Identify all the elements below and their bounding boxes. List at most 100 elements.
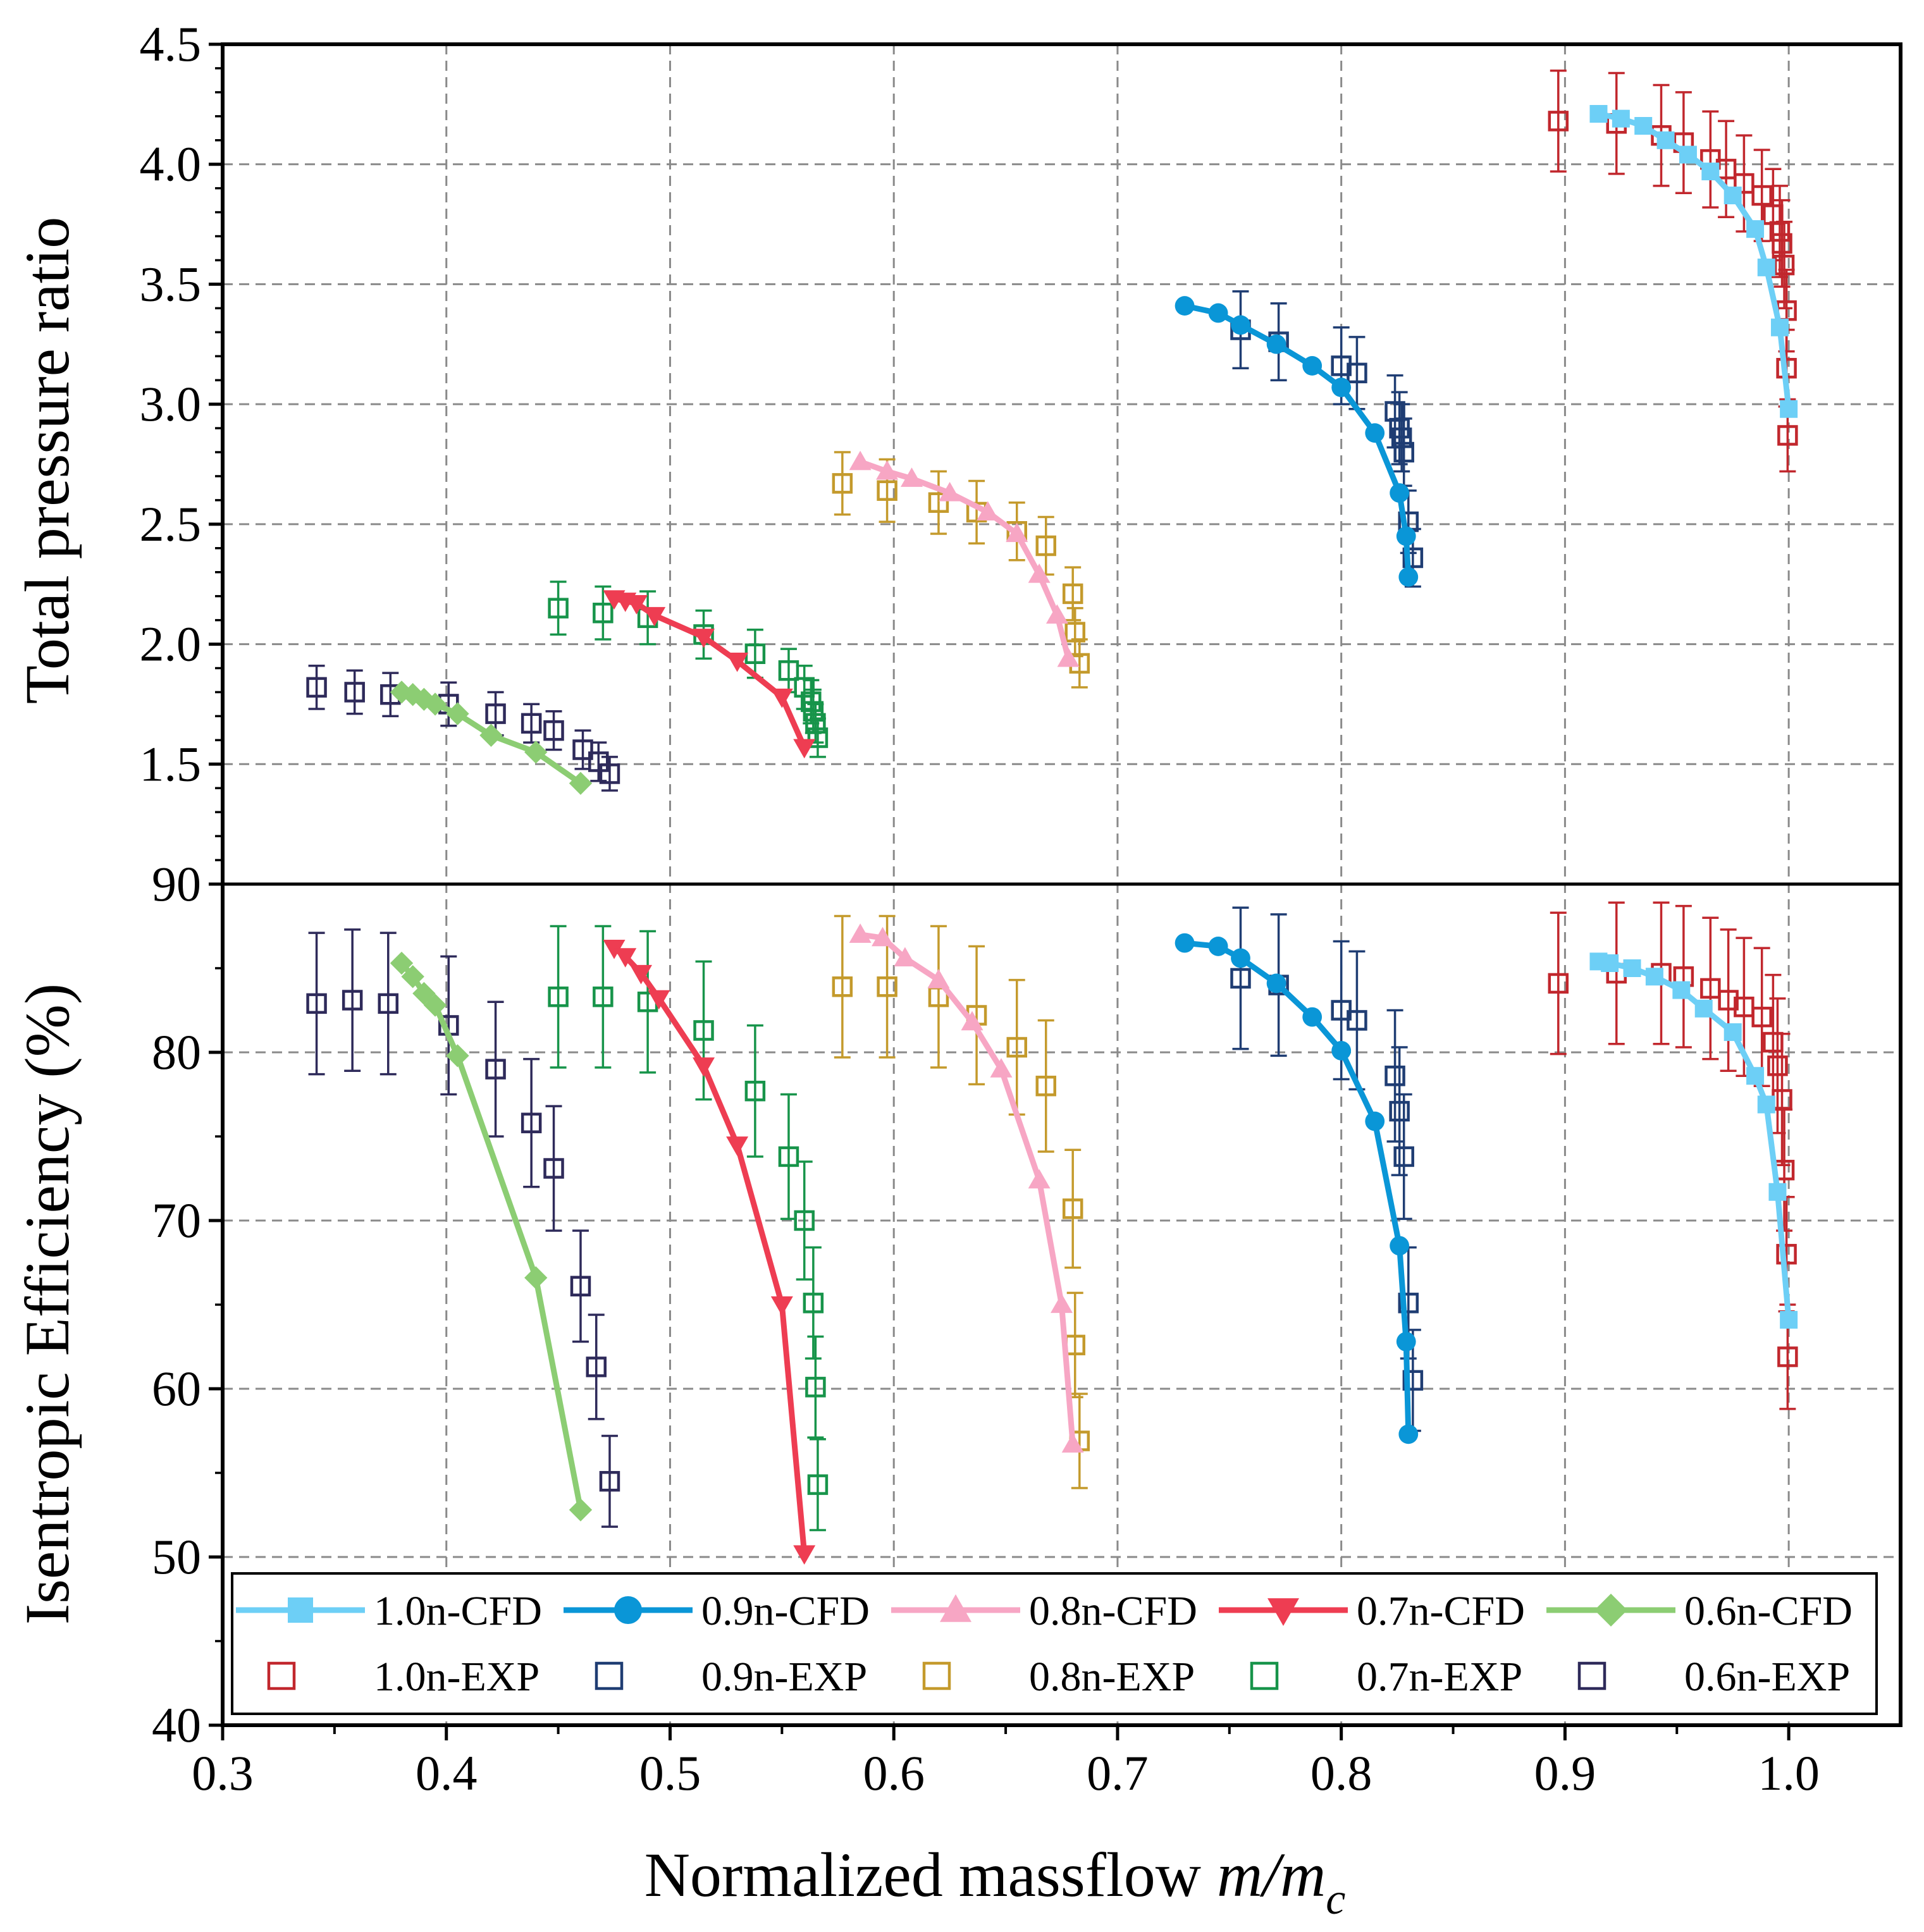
- data-point-0.6n-CFD: [569, 772, 593, 795]
- data-point-1.0n-EXP: [1548, 973, 1569, 994]
- data-point-0.9n-CFD: [1175, 296, 1195, 316]
- data-point-0.8n-EXP: [832, 976, 853, 997]
- data-point-0.6n-EXP: [572, 739, 593, 760]
- legend-item-0.7n-CFD: 0.7n-CFD: [1219, 1588, 1525, 1634]
- data-point-0.8n-CFD: [977, 501, 999, 521]
- data-point-0.7n-EXP: [593, 986, 614, 1007]
- data-point-0.6n-CFD: [524, 741, 548, 764]
- data-point-0.8n-CFD: [849, 923, 872, 943]
- data-point-0.7n-EXP: [805, 1377, 826, 1398]
- data-point-1.0n-CFD: [1724, 187, 1742, 205]
- data-point-0.7n-CFD: [614, 948, 637, 968]
- data-point-1.0n-CFD: [1701, 163, 1720, 181]
- data-point-0.9n-EXP: [1402, 547, 1424, 569]
- data-point-0.9n-CFD: [1266, 973, 1286, 994]
- data-point-0.7n-EXP: [778, 660, 799, 681]
- data-point-0.9n-EXP: [1331, 355, 1352, 376]
- x-tick-label: 0.3: [192, 1745, 254, 1800]
- data-point-0.7n-EXP: [805, 713, 826, 734]
- data-point-0.6n-EXP: [521, 713, 542, 734]
- legend-marker: [1267, 1598, 1299, 1626]
- data-point-0.6n-EXP: [485, 1059, 506, 1080]
- data-point-0.9n-CFD: [1390, 483, 1410, 503]
- x-tick-label: 0.4: [416, 1745, 478, 1800]
- data-point-0.8n-CFD: [849, 450, 872, 471]
- legend-marker: [267, 1661, 296, 1690]
- y-tick-label-efficiency: 80: [152, 1024, 201, 1080]
- data-point-0.7n-CFD: [726, 1136, 749, 1156]
- data-point-0.9n-CFD: [1396, 526, 1416, 546]
- data-point-1.0n-CFD: [1601, 954, 1619, 973]
- data-point-0.9n-CFD: [1208, 303, 1228, 323]
- legend-marker: [1594, 1594, 1627, 1627]
- legend-item-0.7n-EXP: 0.7n-EXP: [1250, 1654, 1522, 1700]
- y-axis-title-efficiency: Isentropic Efficiency (%): [12, 983, 82, 1625]
- data-point-1.0n-CFD: [1724, 1023, 1742, 1042]
- data-point-0.9n-CFD: [1266, 334, 1286, 354]
- y-tick-label-efficiency: 40: [152, 1697, 201, 1752]
- legend-label: 0.8n-EXP: [1029, 1654, 1195, 1700]
- data-point-0.9n-CFD: [1208, 937, 1228, 956]
- data-point-0.7n-CFD: [770, 688, 793, 708]
- legend-item-1.0n-CFD: 1.0n-CFD: [236, 1588, 542, 1634]
- data-point-0.8n-EXP: [1064, 622, 1085, 643]
- data-point-0.9n-CFD: [1331, 378, 1352, 397]
- y-tick-label-efficiency: 90: [152, 856, 201, 911]
- data-point-0.7n-EXP: [593, 602, 614, 624]
- data-point-0.7n-EXP: [548, 986, 569, 1007]
- data-point-0.6n-EXP: [306, 993, 327, 1014]
- legend-item-0.9n-EXP: 0.9n-EXP: [595, 1654, 867, 1700]
- series-0.9n-EXP-pressure: [1230, 290, 1424, 588]
- data-point-0.6n-EXP: [344, 682, 365, 703]
- data-point-0.6n-EXP: [586, 1357, 607, 1377]
- data-point-0.9n-EXP: [1347, 362, 1367, 384]
- data-point-0.8n-EXP: [1035, 535, 1056, 557]
- x-axis-title: Normalized massflow m/mc: [644, 1840, 1346, 1924]
- data-point-0.7n-CFD: [648, 990, 670, 1010]
- legend-item-1.0n-EXP: 1.0n-EXP: [267, 1654, 540, 1700]
- data-point-0.6n-EXP: [543, 1158, 564, 1179]
- x-tick-label: 0.7: [1087, 1745, 1149, 1800]
- data-point-0.6n-CFD: [479, 723, 503, 747]
- data-point-0.6n-CFD: [401, 965, 424, 988]
- data-point-0.6n-EXP: [570, 1276, 591, 1296]
- data-point-0.7n-CFD: [770, 1296, 793, 1316]
- series-0.6n-CFD-efficiency: [390, 951, 593, 1522]
- x-tick-label: 0.8: [1310, 1745, 1372, 1800]
- data-point-0.8n-CFD: [872, 926, 894, 947]
- series-1.0n-CFD-pressure: [1589, 105, 1798, 418]
- data-point-0.9n-CFD: [1331, 1040, 1352, 1061]
- data-point-1.0n-CFD: [1679, 145, 1697, 164]
- data-point-1.0n-CFD: [1645, 968, 1663, 986]
- data-point-0.7n-EXP: [693, 1020, 714, 1041]
- data-point-0.7n-EXP: [778, 1146, 799, 1167]
- legend-marker: [288, 1597, 313, 1623]
- data-point-1.0n-CFD: [1768, 1183, 1787, 1201]
- legend-item-0.8n-CFD: 0.8n-CFD: [891, 1588, 1197, 1634]
- y-tick-label-pressure: 3.5: [140, 256, 202, 311]
- data-point-0.9n-CFD: [1365, 423, 1385, 443]
- legend-marker: [614, 1596, 642, 1624]
- data-point-0.9n-EXP: [1393, 1146, 1414, 1167]
- data-point-0.9n-CFD: [1302, 1007, 1323, 1027]
- legend-label: 0.9n-CFD: [701, 1588, 870, 1634]
- data-point-0.7n-CFD: [643, 606, 666, 627]
- series-0.8n-CFD-pressure: [849, 450, 1080, 667]
- data-point-0.6n-CFD: [390, 951, 414, 975]
- data-point-0.8n-CFD: [900, 467, 923, 487]
- series-0.8n-CFD-efficiency: [849, 923, 1084, 1453]
- data-point-0.8n-CFD: [876, 460, 899, 480]
- data-point-0.9n-CFD: [1396, 1332, 1416, 1351]
- data-point-0.9n-CFD: [1398, 1424, 1419, 1444]
- data-point-1.0n-CFD: [1757, 258, 1775, 276]
- series-line-0.9n-CFD: [1184, 940, 1412, 1434]
- data-point-0.8n-CFD: [939, 482, 961, 501]
- legend-label: 0.6n-EXP: [1684, 1654, 1850, 1700]
- data-point-0.6n-EXP: [378, 993, 399, 1014]
- data-point-1.0n-EXP: [1777, 1346, 1798, 1367]
- data-point-1.0n-CFD: [1634, 117, 1653, 135]
- data-point-0.6n-EXP: [485, 703, 506, 724]
- data-point-1.0n-CFD: [1589, 105, 1608, 123]
- data-point-1.0n-CFD: [1672, 981, 1691, 999]
- y-tick-label-pressure: 1.5: [140, 736, 202, 791]
